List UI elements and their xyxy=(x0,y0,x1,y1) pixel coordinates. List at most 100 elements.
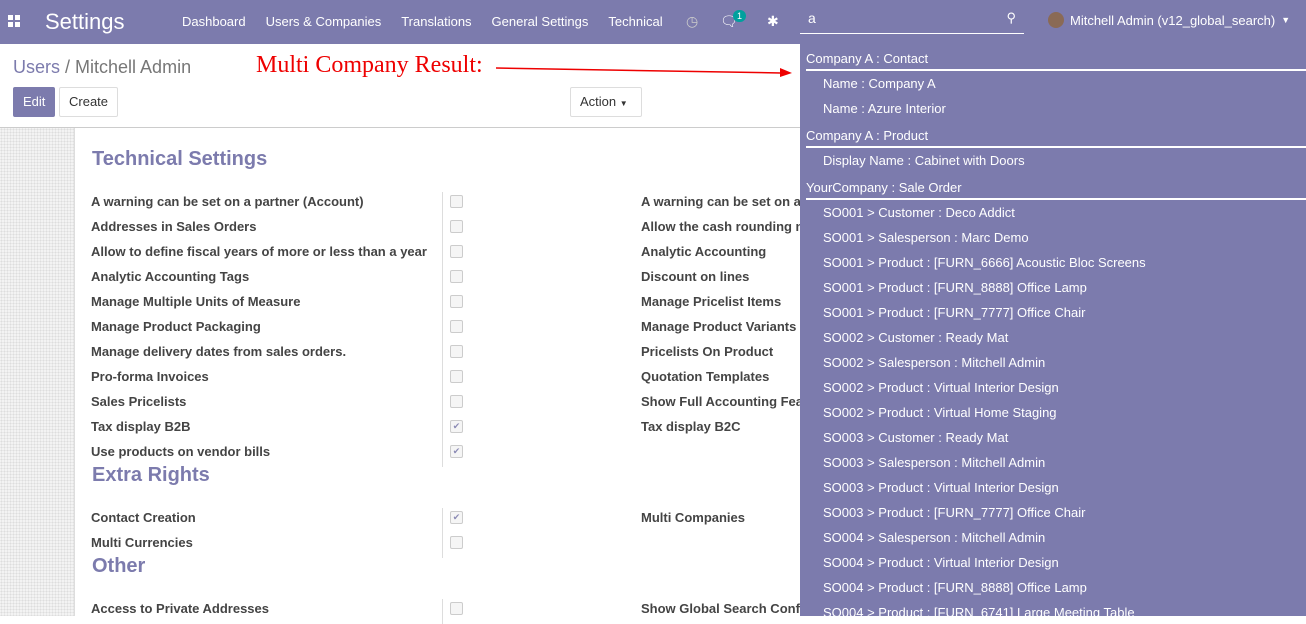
setting-label: Pro-forma Invoices xyxy=(91,369,209,384)
global-search: ⚲ xyxy=(800,0,1024,34)
search-result-item[interactable]: SO003 > Product : [FURN_7777] Office Cha… xyxy=(823,505,1086,520)
search-result-item[interactable]: SO002 > Product : Virtual Interior Desig… xyxy=(823,380,1059,395)
menu-dashboard[interactable]: Dashboard xyxy=(182,14,246,29)
divider xyxy=(442,599,443,624)
setting-checkbox[interactable]: ✔ xyxy=(450,445,463,458)
divider xyxy=(442,508,443,558)
setting-checkbox[interactable] xyxy=(450,370,463,383)
setting-label: Quotation Templates xyxy=(641,369,770,384)
section-title: Other xyxy=(92,555,146,577)
search-result-item[interactable]: SO002 > Salesperson : Mitchell Admin xyxy=(823,355,1046,370)
section-title: Extra Rights xyxy=(92,464,210,486)
sheet-background xyxy=(0,128,75,616)
edit-button[interactable]: Edit xyxy=(13,87,56,117)
annotation-arrow-icon xyxy=(496,67,792,77)
messages-badge: 1 xyxy=(733,10,747,22)
result-group-header: Company A : Product xyxy=(806,128,1306,148)
breadcrumb-current: Mitchell Admin xyxy=(75,57,192,77)
setting-label: Manage Multiple Units of Measure xyxy=(91,294,301,309)
create-button[interactable]: Create xyxy=(59,87,119,117)
setting-checkbox[interactable] xyxy=(450,245,463,258)
search-result-item[interactable]: SO001 > Customer : Deco Addict xyxy=(823,205,1015,220)
setting-label: Analytic Accounting Tags xyxy=(91,269,250,284)
setting-label: Sales Pricelists xyxy=(91,394,187,409)
form-sheet: Technical Settings A warning can be set o… xyxy=(76,128,1306,624)
breadcrumb: Users / Mitchell Admin xyxy=(13,57,192,77)
search-result-item[interactable]: Name : Company A xyxy=(823,76,936,91)
setting-checkbox[interactable]: ✔ xyxy=(450,420,463,433)
user-menu[interactable]: Mitchell Admin (v12_global_search) ▼ xyxy=(1048,12,1290,28)
search-result-item[interactable]: SO004 > Product : [FURN_6741] Large Meet… xyxy=(823,605,1135,620)
setting-label: Allow to define fiscal years of more or … xyxy=(91,244,427,259)
search-result-item[interactable]: SO003 > Product : Virtual Interior Desig… xyxy=(823,480,1059,495)
avatar xyxy=(1048,12,1064,28)
search-input[interactable] xyxy=(808,10,988,26)
apps-menu-icon[interactable] xyxy=(8,15,20,27)
setting-checkbox[interactable] xyxy=(450,345,463,358)
setting-label: Manage delivery dates from sales orders. xyxy=(91,344,347,359)
setting-checkbox[interactable] xyxy=(450,220,463,233)
search-result-item[interactable]: SO001 > Product : [FURN_6666] Acoustic B… xyxy=(823,255,1146,270)
setting-label: Use products on vendor bills xyxy=(91,444,271,459)
action-label: Action xyxy=(580,94,617,109)
setting-label: Access to Private Addresses xyxy=(91,601,270,616)
setting-label: Show Full Accounting Fea xyxy=(641,394,804,409)
setting-label: Allow the cash rounding n xyxy=(641,219,804,234)
setting-label: Discount on lines xyxy=(641,269,750,284)
setting-label: Manage Product Packaging xyxy=(91,319,261,334)
divider xyxy=(442,192,443,467)
search-result-item[interactable]: SO003 > Customer : Ready Mat xyxy=(823,430,1009,445)
menu-users-companies[interactable]: Users & Companies xyxy=(265,14,382,29)
search-result-item[interactable]: SO004 > Product : Virtual Interior Desig… xyxy=(823,555,1059,570)
search-result-item[interactable]: SO004 > Product : [FURN_8888] Office Lam… xyxy=(823,580,1087,595)
search-result-item[interactable]: SO002 > Customer : Ready Mat xyxy=(823,330,1009,345)
search-result-item[interactable]: Name : Azure Interior xyxy=(823,101,946,116)
setting-label: Show Global Search Conf xyxy=(641,601,800,616)
search-result-item[interactable]: Display Name : Cabinet with Doors xyxy=(823,153,1025,168)
setting-label: Multi Currencies xyxy=(91,535,193,550)
setting-label: Tax display B2C xyxy=(641,419,741,434)
caret-down-icon: ▼ xyxy=(1281,15,1291,25)
caret-down-icon: ▼ xyxy=(619,99,628,108)
setting-label: Multi Companies xyxy=(641,510,746,525)
breadcrumb-users[interactable]: Users xyxy=(13,57,61,77)
menu-general-settings[interactable]: General Settings xyxy=(491,14,589,29)
user-name: Mitchell Admin (v12_global_search) xyxy=(1070,12,1276,28)
menu-translations[interactable]: Translations xyxy=(401,14,472,29)
result-group-header: YourCompany : Sale Order xyxy=(806,180,1306,200)
section-title: Technical Settings xyxy=(92,148,268,170)
bug-icon[interactable]: ✱ xyxy=(767,13,779,29)
search-result-item[interactable]: SO001 > Product : [FURN_7777] Office Cha… xyxy=(823,305,1086,320)
main-menu: Dashboard Users & Companies Translations… xyxy=(172,14,673,29)
search-result-item[interactable]: SO004 > Salesperson : Mitchell Admin xyxy=(823,530,1046,545)
clock-icon[interactable]: ◷ xyxy=(686,13,699,29)
setting-checkbox[interactable] xyxy=(450,602,463,615)
search-result-item[interactable]: SO003 > Salesperson : Mitchell Admin xyxy=(823,455,1046,470)
setting-label: Manage Pricelist Items xyxy=(641,294,782,309)
annotation-text: Multi Company Result: xyxy=(256,52,483,78)
setting-label: Manage Product Variants xyxy=(641,319,797,334)
setting-label: Pricelists On Product xyxy=(641,344,774,359)
setting-checkbox[interactable] xyxy=(450,320,463,333)
result-group-header: Company A : Contact xyxy=(806,51,1306,71)
setting-checkbox[interactable] xyxy=(450,295,463,308)
control-panel: Users / Mitchell Admin Multi Company Res… xyxy=(0,44,1306,128)
setting-label: Contact Creation xyxy=(91,510,196,525)
app-title: Settings xyxy=(45,9,125,34)
action-dropdown[interactable]: Action ▼ xyxy=(570,87,642,117)
setting-label: Tax display B2B xyxy=(91,419,191,434)
search-result-item[interactable]: SO002 > Product : Virtual Home Staging xyxy=(823,405,1057,420)
setting-checkbox[interactable] xyxy=(450,270,463,283)
search-icon[interactable]: ⚲ xyxy=(1006,10,1016,25)
setting-checkbox[interactable] xyxy=(450,536,463,549)
search-result-item[interactable]: SO001 > Salesperson : Marc Demo xyxy=(823,230,1029,245)
setting-label: A warning can be set on a xyxy=(641,194,801,209)
menu-technical[interactable]: Technical xyxy=(608,14,663,29)
setting-checkbox[interactable]: ✔ xyxy=(450,511,463,524)
navbar: Settings Dashboard Users & Companies Tra… xyxy=(0,0,1306,44)
setting-label: Addresses in Sales Orders xyxy=(91,219,257,234)
setting-label: Analytic Accounting xyxy=(641,244,767,259)
setting-checkbox[interactable] xyxy=(450,395,463,408)
search-result-item[interactable]: SO001 > Product : [FURN_8888] Office Lam… xyxy=(823,280,1087,295)
setting-checkbox[interactable] xyxy=(450,195,463,208)
